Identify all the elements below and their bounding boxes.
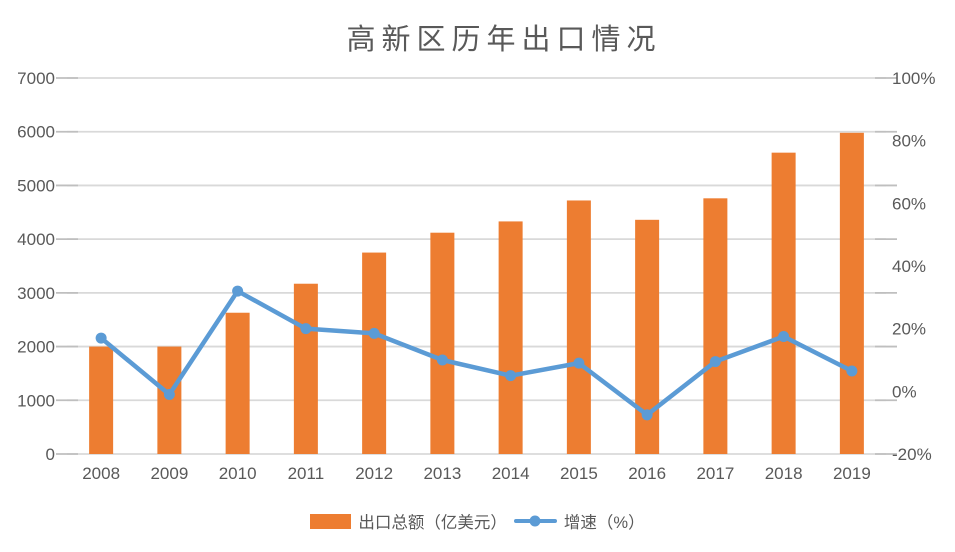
left-axis-label: 4000 (17, 230, 55, 249)
left-axis-label: 1000 (17, 391, 55, 410)
x-axis-label-2009: 2009 (150, 464, 188, 483)
right-axis-label: 0% (892, 382, 917, 401)
right-axis-label: -20% (892, 445, 932, 464)
growth-marker-2018 (778, 331, 790, 342)
bar-2010 (225, 312, 250, 454)
x-axis-label-2011: 2011 (288, 464, 325, 483)
growth-marker-2012 (368, 327, 380, 339)
right-axis-label: 20% (892, 320, 926, 339)
x-axis-label-2017: 2017 (696, 464, 734, 483)
growth-marker-2015 (573, 357, 585, 369)
x-axis-label-2019: 2019 (833, 464, 871, 483)
right-axis-label: 80% (892, 132, 926, 151)
growth-line (98, 288, 855, 418)
growth-marker-2011 (300, 323, 312, 335)
right-axis-label: 100% (892, 69, 935, 88)
x-axis-label-2016: 2016 (628, 464, 666, 483)
bar-2017 (703, 198, 728, 454)
legend-item-export-total: 出口总额（亿美元） (310, 509, 507, 533)
chart-title: 高新区历年出口情况 (346, 24, 662, 56)
bar-2015 (566, 200, 591, 454)
x-axis-label-2010: 2010 (219, 464, 257, 483)
x-axis-label-2015: 2015 (560, 464, 598, 483)
left-axis-label: 0 (46, 445, 55, 464)
growth-marker-2014 (505, 370, 517, 382)
line-series-swatch (513, 515, 557, 527)
bar-2019 (839, 132, 864, 454)
x-axis-label-2008: 2008 (82, 464, 120, 483)
bar-2012 (362, 252, 387, 454)
growth-marker-2009 (163, 388, 175, 400)
bar-2011 (293, 283, 318, 454)
left-axis-label: 7000 (17, 69, 55, 88)
line-series-label: 增速（%） (563, 514, 645, 532)
legend-item-growth-rate: 增速（%） (513, 509, 645, 533)
x-axis-label-2013: 2013 (423, 464, 461, 483)
left-axis-label: 6000 (17, 123, 55, 142)
growth-marker-2013 (436, 354, 448, 366)
growth-marker-2019 (846, 365, 858, 377)
bar-series-swatch (310, 513, 352, 529)
bar-2014 (498, 221, 523, 454)
growth-marker-2017 (709, 356, 721, 368)
growth-marker-2008 (95, 332, 107, 344)
left-axis-label: 2000 (17, 338, 55, 357)
right-axis-label: 40% (892, 257, 926, 276)
left-axis-label: 3000 (17, 284, 55, 303)
bar-2013 (430, 232, 455, 454)
line-series-marker-dot (529, 515, 541, 527)
bar-series-label: 出口总额（亿美元） (358, 514, 507, 532)
x-axis-label-2018: 2018 (765, 464, 803, 483)
x-axis-label-2012: 2012 (355, 464, 393, 483)
growth-marker-2010 (232, 285, 244, 297)
bar-2018 (771, 152, 796, 455)
right-axis-label: 60% (892, 194, 926, 213)
left-axis-label: 5000 (17, 176, 55, 195)
growth-marker-2016 (641, 409, 653, 421)
bar-2008 (89, 346, 114, 454)
x-axis-label-2014: 2014 (492, 464, 530, 483)
bar-2009 (157, 346, 182, 454)
legend: 出口总额（亿美元） 增速（%） (0, 509, 955, 533)
